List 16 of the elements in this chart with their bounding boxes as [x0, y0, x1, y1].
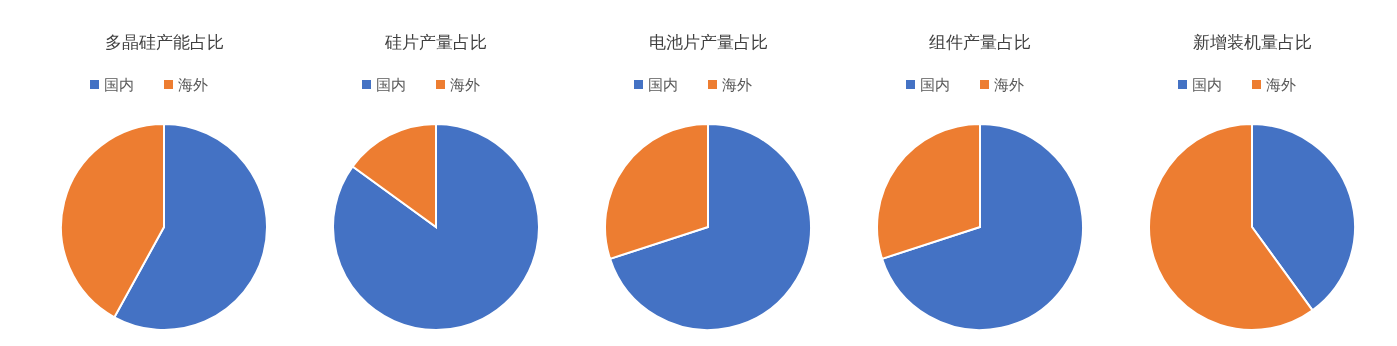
legend-label: 国内 — [1192, 76, 1222, 94]
legend-label: 海外 — [450, 76, 480, 94]
chart-title: 新增装机量占比 — [1192, 32, 1312, 52]
legend-label: 海外 — [994, 76, 1024, 94]
legend-label: 海外 — [1266, 76, 1296, 94]
legend-label: 海外 — [722, 76, 752, 94]
pie-slice — [332, 123, 540, 331]
chart-title: 硅片产量占比 — [384, 32, 487, 52]
legend-label: 海外 — [178, 76, 208, 94]
chart-title: 组件产量占比 — [929, 32, 1031, 52]
chart-title: 多晶硅产能占比 — [104, 32, 224, 52]
legend-label: 国内 — [920, 76, 950, 94]
legend-label: 国内 — [648, 76, 678, 94]
legend-label: 国内 — [104, 76, 134, 94]
chart-title: 电池片产量占比 — [648, 32, 768, 52]
legend-label: 国内 — [376, 76, 406, 94]
